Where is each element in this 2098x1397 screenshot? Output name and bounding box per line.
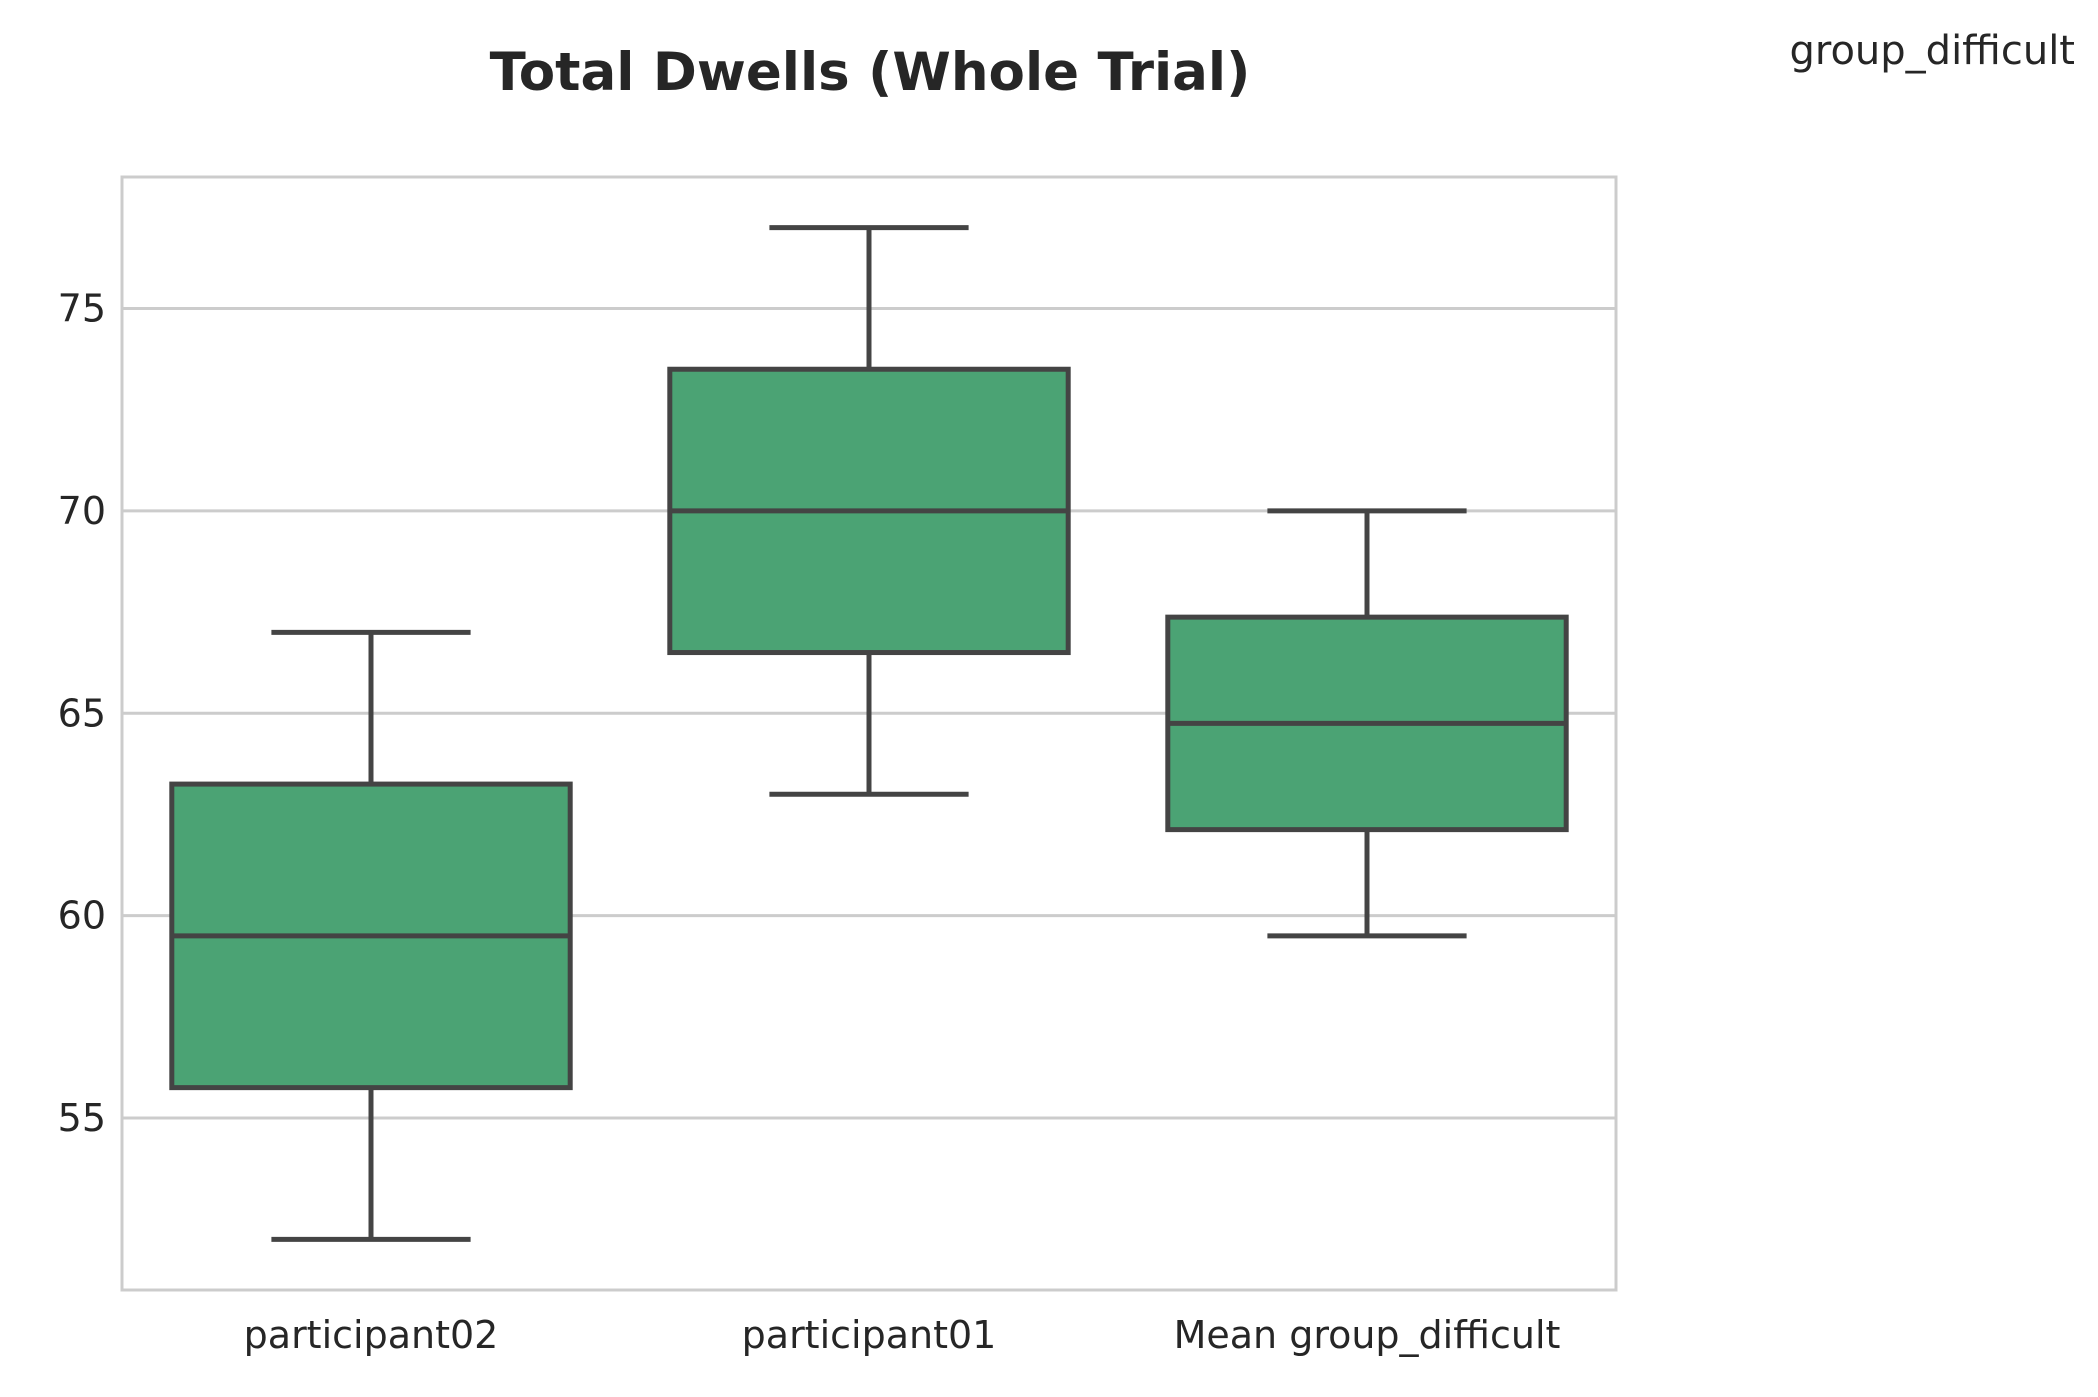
box-participant01: [667, 225, 1071, 797]
x-tick-label: participant01: [742, 1313, 997, 1357]
x-tick-label: Mean group_difficult: [1174, 1313, 1561, 1357]
plot-area-frame: [120, 175, 1618, 1292]
y-axis-ticks: 55 60 65 70 75: [58, 287, 106, 1140]
y-tick-label: 65: [58, 691, 106, 735]
x-tick-label: participant02: [244, 1313, 499, 1357]
y-tick-label: 55: [58, 1096, 106, 1140]
y-tick-label: 70: [58, 489, 106, 533]
chart-title: Total Dwells (Whole Trial): [490, 42, 1251, 103]
legend-title: group_difficult: [1790, 28, 2076, 74]
box-plot-series: [169, 225, 1569, 1242]
y-tick-label: 60: [58, 894, 106, 938]
box-mean-group_difficult: [1165, 508, 1569, 939]
y-tick-label: 75: [58, 287, 106, 331]
box-participant02: [169, 629, 573, 1242]
x-axis-ticks: participant02 participant01 Mean group_dif…: [244, 1313, 1561, 1357]
